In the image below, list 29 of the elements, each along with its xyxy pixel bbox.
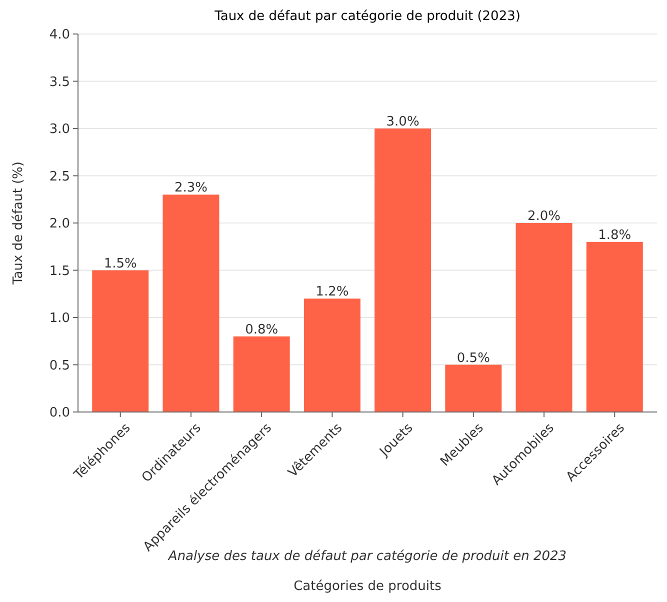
y-tick-label: 0.0 — [49, 406, 70, 421]
data-label: 0.8% — [245, 322, 278, 338]
text: Analyse des taux de défaut par catégorie de produit en 2023 — [167, 549, 567, 564]
bar — [162, 194, 220, 412]
x-axis-title: Catégories de produits — [294, 579, 442, 594]
bar — [516, 223, 572, 412]
data-label: 1.5% — [104, 256, 137, 272]
data-label: 2.3% — [174, 180, 208, 196]
bar — [233, 336, 290, 412]
bar — [374, 128, 432, 412]
bar — [445, 364, 502, 412]
data-label: 2.0% — [528, 209, 561, 224]
y-tick-label: 3.5 — [49, 74, 70, 90]
y-tick-label: 2.5 — [49, 169, 70, 184]
bar — [304, 298, 360, 412]
data-label: 0.5% — [456, 350, 490, 366]
y-tick-label: 3.0 — [49, 122, 70, 138]
y-tick-label: 4.0 — [49, 28, 70, 43]
y-tick-label: 1.5 — [49, 264, 70, 279]
bar — [586, 242, 643, 412]
data-label: 1.8% — [598, 228, 632, 243]
bar — [92, 270, 149, 412]
chart-title: Taux de défaut par catégorie de produit (2023) — [214, 9, 520, 24]
y-tick-label: 0.5 — [49, 358, 70, 374]
y-tick-label: 1.0 — [49, 311, 70, 326]
y-axis-title: Taux de défaut (%) — [11, 162, 26, 286]
data-label: 3.0% — [386, 114, 420, 130]
y-tick-label: 2.0 — [49, 216, 70, 232]
data-label: 1.2% — [316, 284, 349, 300]
